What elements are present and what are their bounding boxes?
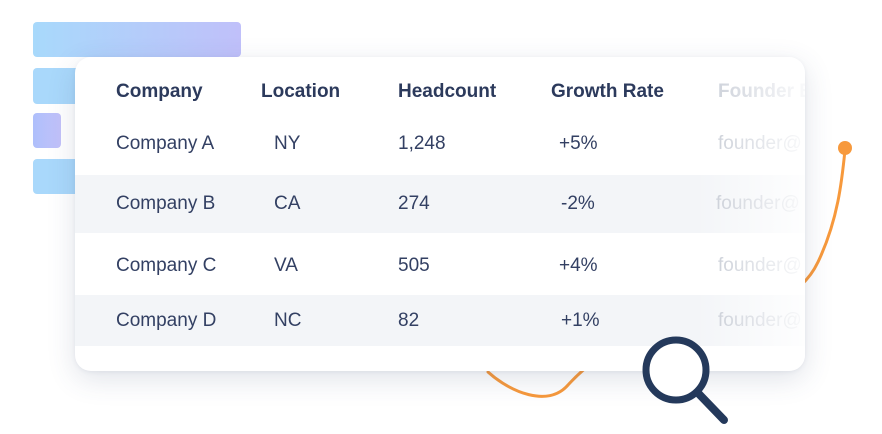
decor-bar bbox=[33, 113, 61, 148]
cell-headcount: 505 bbox=[398, 255, 430, 276]
table-row[interactable]: Company C VA 505 +4% founder@ bbox=[75, 237, 805, 295]
cell-company: Company B bbox=[116, 193, 216, 214]
cell-founder-email: founder@ bbox=[718, 133, 802, 154]
cell-founder-email: founder@ bbox=[716, 193, 800, 214]
cell-location: VA bbox=[274, 255, 298, 276]
cell-company: Company D bbox=[116, 309, 217, 331]
curve-endpoint-dot bbox=[838, 141, 852, 155]
table-header-row: Company Location Headcount Growth Rate F… bbox=[75, 63, 805, 121]
cell-location: CA bbox=[274, 193, 301, 214]
table-row[interactable]: Company A NY 1,248 +5% founder@ bbox=[75, 115, 805, 173]
table-row[interactable]: Company B CA 274 -2% founder@ bbox=[75, 175, 805, 233]
cell-headcount: 1,248 bbox=[398, 133, 446, 154]
cell-location: NC bbox=[274, 309, 302, 331]
cell-growth-rate: -2% bbox=[561, 193, 595, 214]
column-header-founder-email[interactable]: Founder E bbox=[718, 81, 805, 102]
cell-founder-email: founder@ bbox=[718, 255, 802, 276]
column-header-location[interactable]: Location bbox=[261, 81, 341, 102]
cell-headcount: 82 bbox=[398, 309, 420, 331]
column-header-headcount[interactable]: Headcount bbox=[398, 81, 497, 102]
decor-bar bbox=[33, 22, 241, 57]
column-header-company[interactable]: Company bbox=[116, 81, 203, 102]
data-table-card: Company Location Headcount Growth Rate F… bbox=[75, 57, 805, 371]
cell-company: Company A bbox=[116, 133, 215, 154]
cell-company: Company C bbox=[116, 255, 217, 276]
cell-growth-rate: +4% bbox=[559, 255, 598, 276]
magnifying-glass-icon[interactable] bbox=[636, 332, 736, 432]
cell-location: NY bbox=[274, 133, 301, 154]
cell-growth-rate: +1% bbox=[561, 309, 600, 331]
column-header-growth-rate[interactable]: Growth Rate bbox=[551, 81, 664, 102]
cell-growth-rate: +5% bbox=[559, 133, 598, 154]
cell-headcount: 274 bbox=[398, 193, 430, 214]
cell-founder-email: founder@ bbox=[718, 309, 802, 331]
